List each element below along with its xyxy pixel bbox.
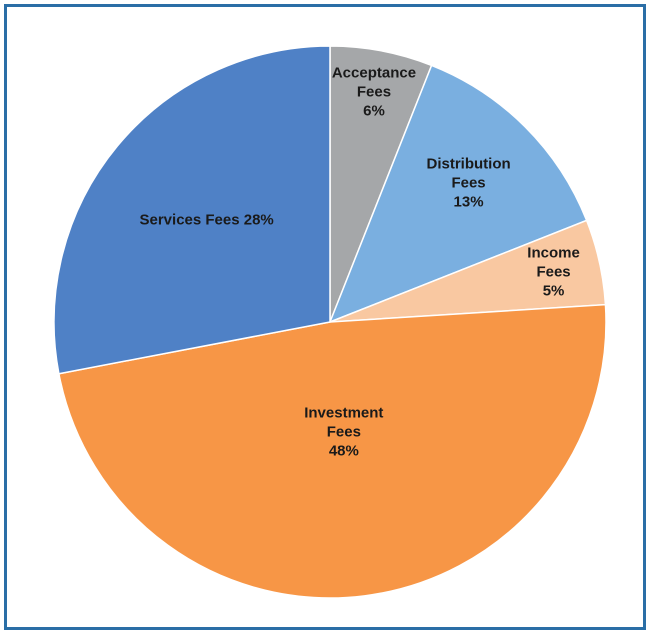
- pie-slice: [58, 303, 607, 599]
- category-name: Income Fees: [527, 244, 580, 281]
- value-label: 6%: [363, 102, 385, 120]
- value-label: 48%: [328, 442, 359, 460]
- pie-slice: [53, 45, 331, 375]
- slice-label: Income Fees 5%: [519, 244, 589, 301]
- category-name: Distribution Fees: [426, 155, 511, 192]
- pie-slice: [328, 64, 588, 324]
- category-name: Investment Fees: [304, 404, 384, 441]
- slice-label: Acceptance Fees 6%: [319, 63, 429, 120]
- value-label: 28%: [243, 211, 274, 229]
- category-name: Acceptance Fees: [331, 64, 417, 101]
- category-name: Services Fees: [139, 211, 240, 229]
- slice-label: Distribution Fees 13%: [414, 155, 524, 212]
- value-label: 5%: [542, 282, 565, 300]
- value-label: 13%: [453, 193, 484, 211]
- slice-label: Investment Fees 48%: [289, 403, 399, 460]
- slice-label: Services Fees 28%: [97, 210, 317, 229]
